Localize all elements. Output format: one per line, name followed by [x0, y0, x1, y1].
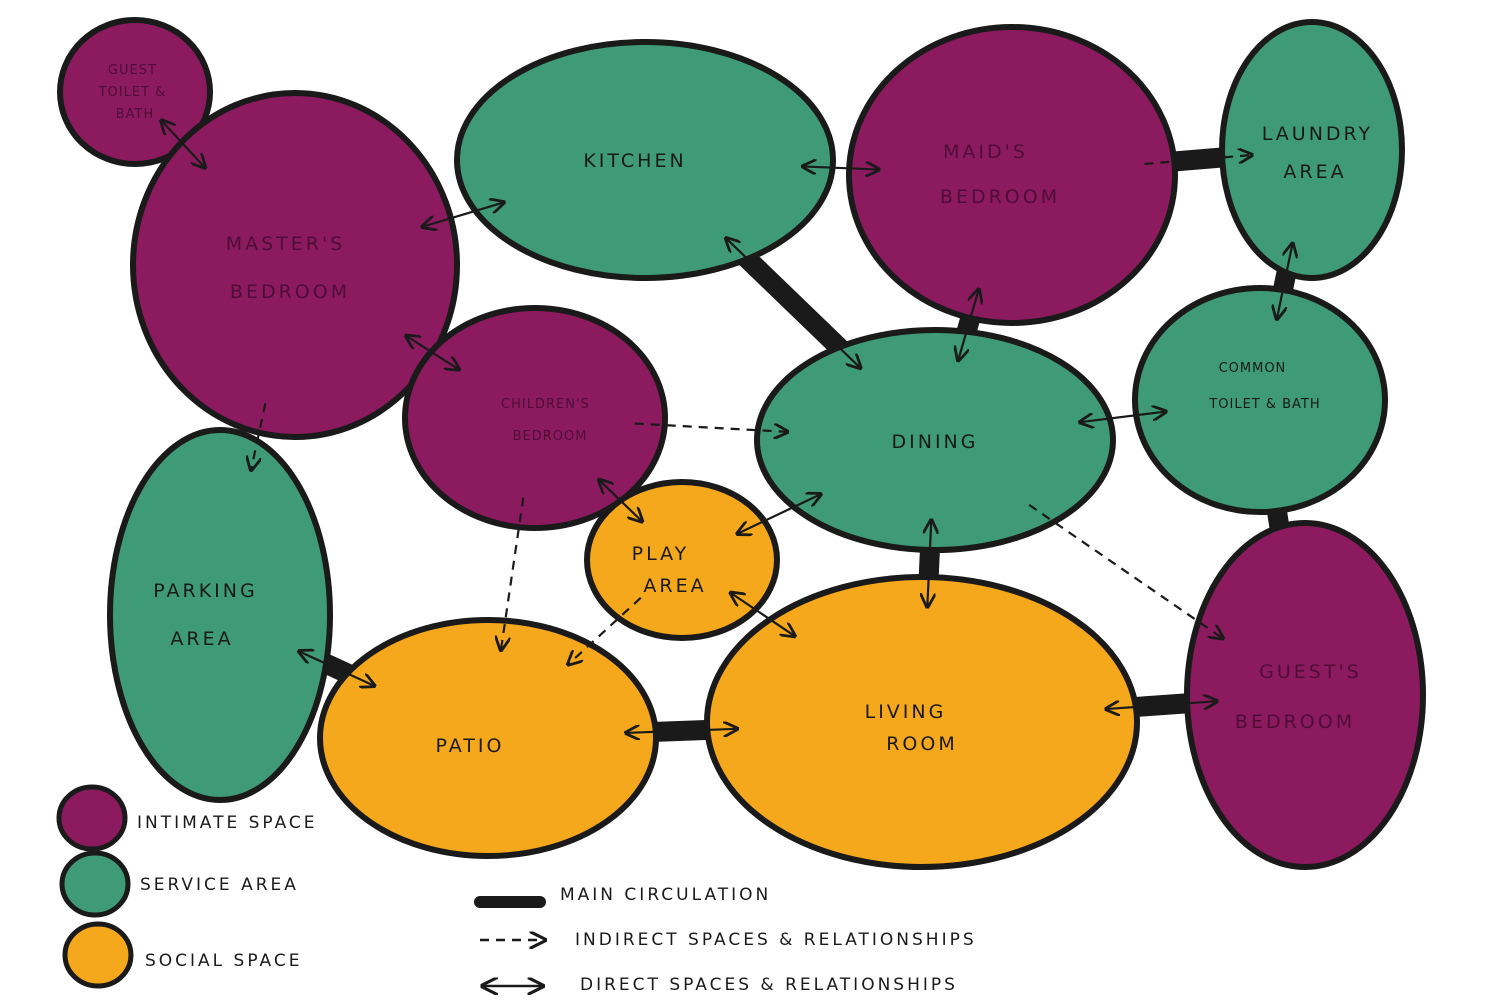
label-living-room: LIVING ROOM [865, 701, 958, 755]
label-maids-bedroom: MAID'S BEDROOM [940, 141, 1060, 208]
node-dining: DINING [754, 327, 1116, 553]
direct-relationship-dining-to-play-area [737, 494, 821, 534]
node-guests-bedroom: GUEST'S BEDROOM [1184, 520, 1426, 870]
indirect-relationship-maids-bedroom-to-laundry-area [1144, 155, 1252, 166]
legend-intimate-label: INTIMATE SPACE [137, 813, 318, 833]
direct-relationship-dining-to-common-toilet-bath [1080, 412, 1166, 423]
bubble-parking-area [107, 427, 333, 803]
label-patio: PATIO [436, 735, 505, 757]
bubble-common-toilet-bath [1132, 285, 1388, 515]
direct-relationship-dining-to-living-room [927, 520, 931, 607]
direct-relationship-patio-to-living-room [626, 729, 738, 733]
node-laundry-area: LAUNDRY AREA [1219, 19, 1405, 281]
indirect-relationship-dining-to-guests-bedroom [1028, 503, 1223, 639]
direct-relationship-guest-toilet-to-masters-bedroom [161, 120, 205, 168]
label-guests-bedroom: GUEST'S BEDROOM [1235, 661, 1371, 733]
legend-direct: DIRECT SPACES & RELATIONSHIPS [482, 975, 958, 995]
direct-relationship-parking-area-to-patio [299, 651, 375, 686]
node-common-toilet-bath: COMMON TOILET & BATH [1132, 285, 1388, 515]
node-childrens-bedroom: CHILDREN'S BEDROOM [402, 305, 668, 531]
legend-main-circulation-label: MAIN CIRCULATION [560, 885, 771, 905]
indirect-relationship-masters-bedroom-to-parking-area [251, 403, 267, 470]
legend-swatch-intimate [56, 784, 128, 852]
node-masters-bedroom: MASTER'S BEDROOM [130, 90, 460, 440]
label-parking-area: PARKING AREA [153, 580, 267, 650]
direct-relationship-play-area-to-living-room [731, 593, 795, 636]
label-play-area: PLAY AREA [632, 543, 707, 597]
direct-relationship-childrens-bedroom-to-play-area [599, 480, 642, 522]
legend-service-area: SERVICE AREA [59, 850, 299, 918]
label-kitchen: KITCHEN [583, 150, 686, 172]
label-childrens-bedroom: CHILDREN'S BEDROOM [501, 397, 595, 444]
relationship-arrows-layer [161, 120, 1292, 733]
label-dining: DINING [892, 431, 979, 453]
legend-social-space: SOCIAL SPACE [62, 921, 302, 989]
indirect-relationship-play-area-to-patio [568, 597, 642, 665]
label-common-toilet-bath: COMMON TOILET & BATH [1208, 361, 1320, 412]
legend-swatch-social [62, 921, 134, 989]
legend-indirect: INDIRECT SPACES & RELATIONSHIPS [480, 930, 977, 950]
label-laundry-area: LAUNDRY AREA [1262, 123, 1382, 183]
label-guest-toilet: GUEST TOILET & BATH [98, 63, 172, 122]
node-patio: PATIO [317, 617, 659, 859]
legend-direct-label: DIRECT SPACES & RELATIONSHIPS [580, 975, 958, 995]
direct-relationship-kitchen-to-dining [726, 238, 861, 368]
node-maids-bedroom: MAID'S BEDROOM [846, 24, 1178, 326]
direct-relationship-kitchen-to-maids-bedroom [803, 166, 880, 169]
indirect-relationship-childrens-bedroom-to-patio [501, 497, 525, 650]
direct-relationship-living-room-to-guests-bedroom [1106, 701, 1217, 709]
legend-swatch-service [59, 850, 131, 918]
bubble-childrens-bedroom [402, 305, 668, 531]
label-masters-bedroom: MASTER'S BEDROOM [226, 233, 355, 303]
bubble-masters-bedroom [130, 90, 460, 440]
direct-relationship-masters-bedroom-to-childrens-bedroom [406, 336, 459, 370]
bubble-guests-bedroom [1184, 520, 1426, 870]
direct-relationship-masters-bedroom-to-kitchen [422, 202, 504, 227]
node-play-area: PLAY AREA [584, 479, 780, 641]
legend-indirect-label: INDIRECT SPACES & RELATIONSHIPS [575, 930, 977, 950]
bubble-laundry-area [1219, 19, 1405, 281]
node-parking-area: PARKING AREA [107, 427, 333, 803]
space-bubbles: GUEST TOILET & BATH MASTER'S BEDROOM KIT… [57, 17, 1426, 870]
legend-main-circulation: MAIN CIRCULATION [474, 885, 771, 908]
node-kitchen: KITCHEN [454, 39, 836, 281]
bubble-maids-bedroom [846, 24, 1178, 326]
direct-relationship-maids-bedroom-to-dining [958, 289, 979, 360]
direct-relationship-laundry-area-to-common-toilet-bath [1277, 243, 1293, 319]
legend-intimate-space: INTIMATE SPACE [56, 784, 318, 852]
legend: INTIMATE SPACE SERVICE AREA SOCIAL SPACE… [56, 784, 977, 995]
legend-social-label: SOCIAL SPACE [145, 951, 302, 971]
legend-service-label: SERVICE AREA [140, 875, 299, 895]
